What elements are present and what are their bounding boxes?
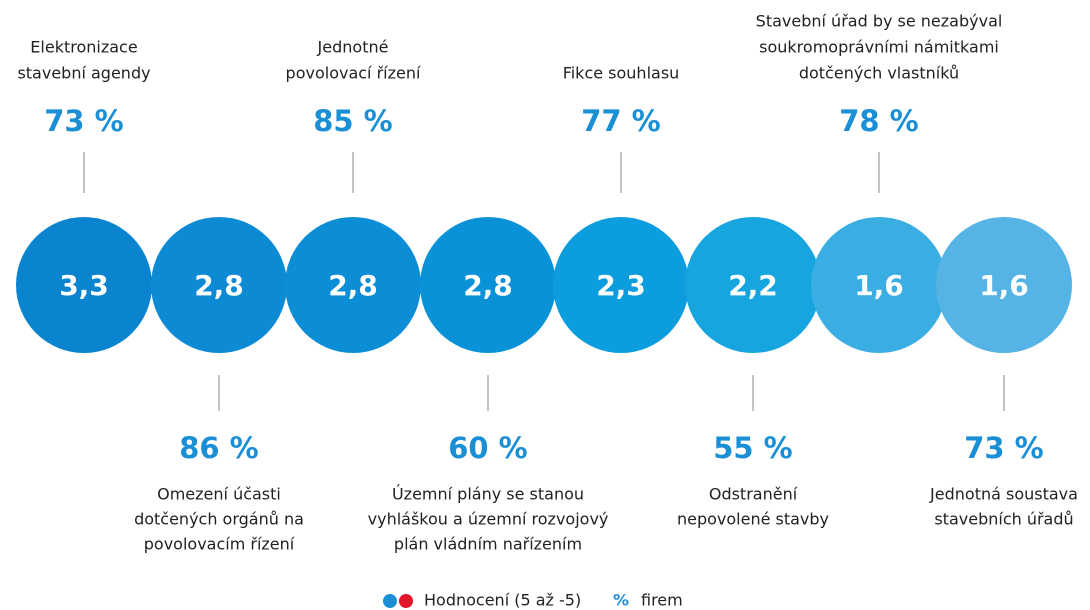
rating-circle	[685, 217, 821, 353]
share: 73 %	[44, 104, 124, 138]
label: Jednotné	[317, 38, 389, 57]
label: vyhláškou a územní rozvojový	[368, 510, 609, 529]
legend-percent: firem	[641, 591, 683, 610]
rating-circle	[285, 217, 421, 353]
share: 60 %	[448, 431, 528, 465]
share: 77 %	[581, 104, 661, 138]
label: povolovacím řízení	[144, 535, 295, 554]
legend-rating: Hodnocení (5 až -5)	[424, 591, 581, 610]
label: Jednotná soustava	[929, 485, 1078, 504]
rating-circle	[16, 217, 152, 353]
rating: 2,3	[596, 269, 646, 302]
label: dotčených vlastníků	[799, 64, 959, 83]
label: povolovací řízení	[286, 64, 421, 83]
label: Stavební úřad by se nezabýval	[756, 12, 1003, 31]
rating-circle	[151, 217, 287, 353]
share: 85 %	[313, 104, 393, 138]
rating: 2,8	[328, 269, 378, 302]
rating-circle	[420, 217, 556, 353]
label: nepovolené stavby	[677, 510, 829, 529]
rating-circle	[936, 217, 1072, 353]
rating: 3,3	[59, 269, 109, 302]
label: Odstranění	[709, 485, 798, 504]
share: 86 %	[179, 431, 259, 465]
rating-circle	[811, 217, 947, 353]
share: 73 %	[964, 431, 1044, 465]
rating: 1,6	[854, 269, 904, 302]
label: stavebních úřadů	[934, 510, 1073, 529]
label: Územní plány se stanou	[392, 485, 584, 504]
rating: 2,8	[463, 269, 513, 302]
rating: 2,2	[728, 269, 778, 302]
legend-dot-blue	[383, 594, 397, 608]
label: Fikce souhlasu	[563, 64, 680, 83]
label: Elektronizace	[30, 38, 137, 57]
legend-dot-red	[399, 594, 413, 608]
label: Omezení účasti	[157, 485, 281, 504]
label: soukromoprávními námitkami	[759, 38, 999, 57]
label: dotčených orgánů na	[134, 510, 304, 529]
label: stavební agendy	[17, 64, 150, 83]
legend-percent-symbol: %	[613, 591, 629, 610]
rating: 2,8	[194, 269, 244, 302]
label: plán vládním nařízením	[394, 535, 582, 554]
rating: 1,6	[979, 269, 1029, 302]
share: 78 %	[839, 104, 919, 138]
rating-circle	[553, 217, 689, 353]
share: 55 %	[713, 431, 793, 465]
